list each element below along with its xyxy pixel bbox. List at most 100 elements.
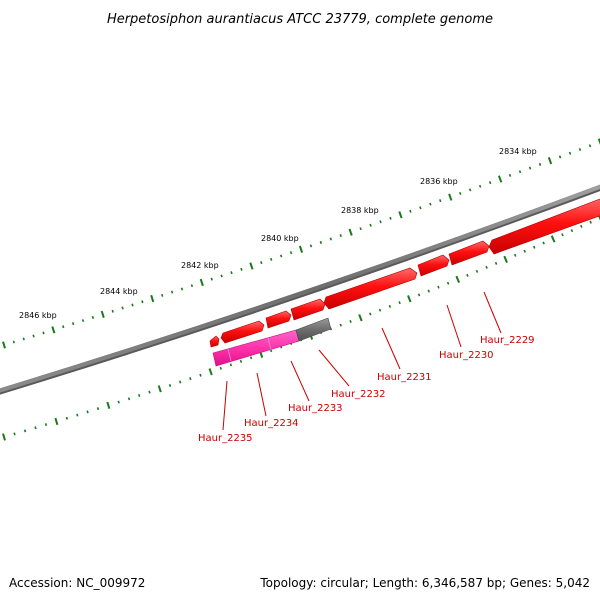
kbp-label: 2846 kbp [19,311,57,320]
minor-tick [91,315,95,319]
minor-tick [170,290,174,294]
minor-tick [62,325,65,329]
gene-haur-2230[interactable] [448,240,490,266]
minor-tick [558,155,562,159]
minor-tick [86,410,89,414]
gene-label-haur-2234[interactable]: Haur_2234 [244,418,299,429]
minor-tick [429,202,432,206]
minor-tick [65,416,68,420]
minor-tick [417,293,421,297]
major-tick [157,385,162,393]
minor-tick [220,274,223,278]
minor-tick [466,273,469,277]
gene-label-haur-2235[interactable]: Haur_2235 [198,433,253,444]
gene-leader-lines [222,291,502,431]
kbp-labels: 2834 kbp 2836 kbp 2838 kbp 2840 kbp 2842… [19,147,537,320]
gene-label-haur-2233[interactable]: Haur_2233 [288,403,343,414]
minor-tick [180,287,184,291]
minor-tick [475,269,479,273]
major-tick [407,295,412,303]
major-tick [199,278,204,287]
minor-tick [117,400,120,404]
minor-tick [439,199,442,203]
minor-tick [289,251,293,255]
major-tick [298,245,304,253]
minor-tick [168,383,172,387]
kbp-label: 2836 kbp [420,177,458,186]
minor-tick [76,413,79,417]
major-tick [550,235,556,243]
minor-tick [485,265,488,269]
gene-labels: Haur_2229 Haur_2230 Haur_2231 Haur_2232 … [198,335,535,444]
major-tick [2,433,6,441]
minor-tick [131,303,134,307]
genome-summary-text: Topology: circular; Length: 6,346,587 bp… [259,576,590,590]
major-tick [503,255,508,263]
major-tick [208,368,213,376]
minor-tick [23,429,27,433]
major-tick [597,138,600,145]
major-tick [547,157,553,165]
minor-tick [561,233,564,237]
reverse-genes [212,317,332,367]
gene-haur-2234[interactable] [265,310,292,329]
minor-tick [329,237,332,241]
minor-tick [219,366,222,370]
minor-tick [478,184,482,188]
minor-tick [22,337,25,341]
major-tick [54,417,59,426]
minor-tick [161,293,164,297]
minor-tick [111,309,114,313]
minor-tick [459,192,462,195]
minor-tick [389,216,392,220]
minor-tick [588,144,592,148]
major-tick [106,401,111,409]
gene-label-haur-2231[interactable]: Haur_2231 [377,372,432,383]
minor-tick [538,162,542,166]
minor-tick [12,340,15,344]
minor-tick [260,261,263,265]
minor-tick [437,285,440,289]
minor-tick [523,249,526,253]
gene-fragment[interactable] [209,335,220,348]
gene-label-haur-2232[interactable]: Haur_2232 [331,389,386,400]
gene-haur-2232[interactable] [323,267,418,310]
major-tick [398,211,403,219]
grey-feature-block[interactable] [295,317,332,342]
minor-tick [518,170,522,174]
minor-tick [230,271,233,275]
minor-tick [249,356,253,360]
minor-tick [578,147,582,152]
minor-tick [542,241,545,245]
major-tick [51,326,56,334]
minor-tick [494,261,498,265]
kbp-label: 2842 kbp [181,261,219,270]
minor-tick [309,244,313,248]
gene-haur-2235[interactable] [220,320,265,344]
minor-tick [138,394,141,397]
gene-label-haur-2230[interactable]: Haur_2230 [439,350,494,361]
minor-tick [44,423,48,427]
minor-tick [446,281,450,285]
minor-tick [580,224,583,228]
minor-tick [210,277,213,281]
gene-haur-2229[interactable] [488,197,600,255]
kbp-label: 2840 kbp [261,234,299,243]
minor-tick [240,267,243,271]
minor-tick [81,319,85,323]
gene-haur-2231[interactable] [417,254,450,277]
minor-tick [570,229,574,233]
gene-label-haur-2229[interactable]: Haur_2229 [480,335,535,346]
major-tick [2,341,6,349]
kbp-label: 2844 kbp [100,287,138,296]
genome-backbone [0,184,600,395]
major-tick [448,193,453,201]
gene-haur-2233[interactable] [290,298,326,321]
major-tick [497,175,503,183]
minor-tick [468,188,472,192]
major-tick [348,228,353,236]
minor-tick [96,407,100,411]
minor-tick [32,334,35,338]
minor-tick [589,220,592,224]
